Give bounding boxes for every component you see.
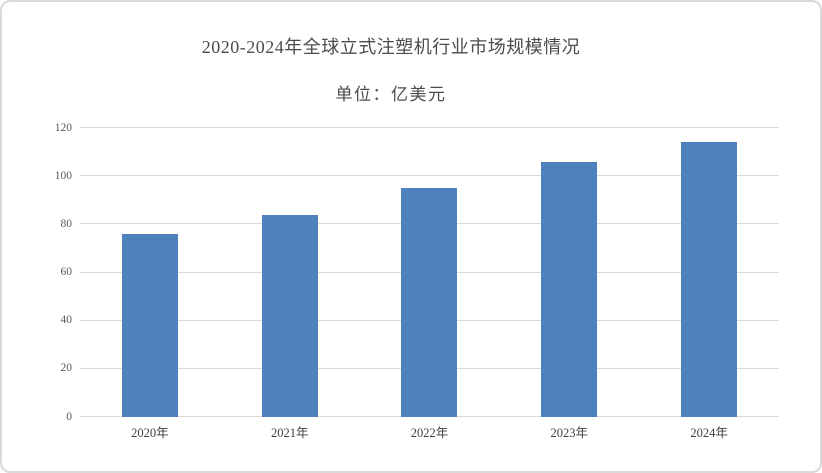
bar-slot — [499, 128, 639, 417]
chart-subtitle: 单位：亿美元 — [335, 85, 447, 104]
plot-area — [80, 127, 779, 417]
gridline — [80, 175, 779, 177]
bar-2024年 — [681, 142, 738, 417]
x-axis-label: 2023年 — [550, 426, 589, 440]
bar-slot — [80, 128, 220, 417]
y-axis-tick-label: 100 — [54, 169, 72, 182]
bar-2021年 — [261, 214, 318, 417]
y-axis: 0 20 40 60 80 100 120 — [2, 122, 73, 422]
chart-title: 2020-2024年全球立式注塑机行业市场规模情况 — [201, 37, 581, 57]
x-axis-label: 2024年 — [690, 426, 728, 440]
y-axis-tick-label: 60 — [60, 265, 73, 278]
bar-slot — [639, 128, 779, 417]
bars-row — [80, 128, 779, 417]
x-axis: 2020年 2021年 2022年 2023年 2024年 — [80, 422, 779, 441]
bar-2023年 — [541, 161, 598, 417]
gridline — [80, 127, 779, 128]
bar-2020年 — [121, 233, 178, 417]
y-axis-tick-label: 40 — [60, 313, 73, 326]
x-axis-label: 2020年 — [131, 426, 169, 440]
y-axis-tick-label: 80 — [60, 217, 73, 230]
bar-slot — [360, 128, 500, 417]
y-axis-tick-label: 0 — [66, 410, 72, 423]
x-axis-label: 2021年 — [270, 426, 309, 440]
y-axis-tick-label: 20 — [60, 362, 73, 375]
bar-slot — [220, 128, 360, 417]
x-axis-label: 2022年 — [410, 426, 449, 440]
bar-2022年 — [401, 188, 458, 417]
y-axis-tick-label: 120 — [54, 121, 72, 134]
